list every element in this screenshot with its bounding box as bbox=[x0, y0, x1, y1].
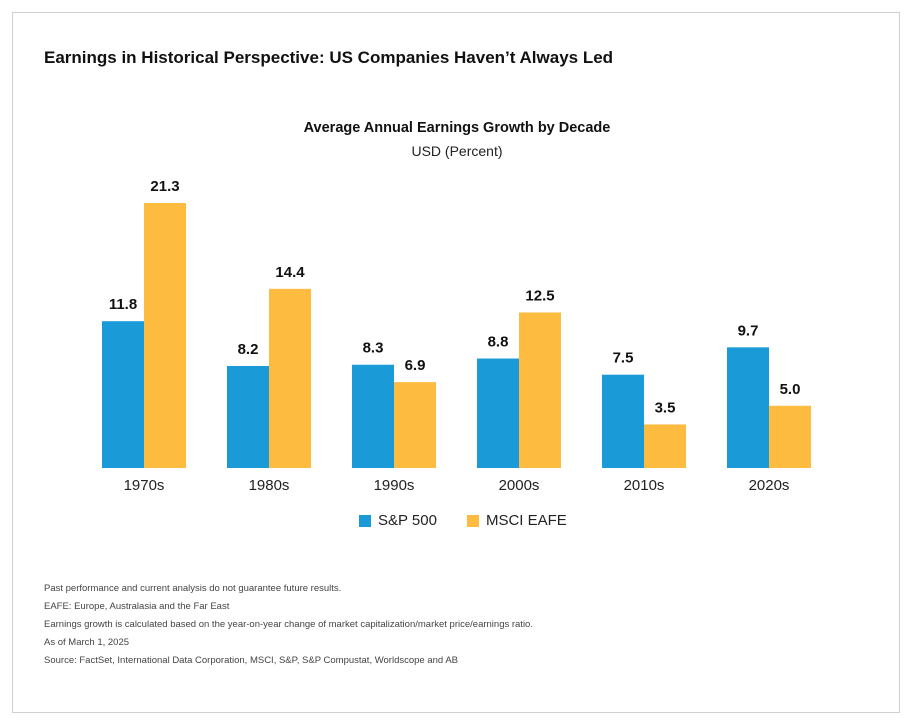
footnote: EAFE: Europe, Australasia and the Far Ea… bbox=[44, 601, 230, 612]
page-title: Earnings in Historical Perspective: US C… bbox=[44, 48, 614, 67]
data-label: 8.8 bbox=[488, 334, 509, 351]
legend-item-sp500: S&P 500 bbox=[359, 512, 437, 529]
data-label: 14.4 bbox=[275, 264, 305, 281]
legend-label-sp500: S&P 500 bbox=[378, 512, 437, 529]
chart-legend: S&P 500 MSCI EAFE bbox=[359, 512, 567, 529]
bar-sp500-2000s bbox=[477, 358, 519, 468]
footnote: Earnings growth is calculated based on t… bbox=[44, 619, 533, 630]
bar-eafe-1970s bbox=[144, 203, 186, 468]
footnote: Past performance and current analysis do… bbox=[44, 583, 342, 594]
legend-swatch-sp500 bbox=[359, 514, 371, 527]
legend-swatch-eafe bbox=[466, 514, 479, 527]
legend-item-eafe: MSCI EAFE bbox=[466, 512, 567, 529]
x-tick-label: 1980s bbox=[249, 477, 290, 494]
footnote: Source: FactSet, International Data Corp… bbox=[44, 655, 458, 666]
chart-frame: Earnings in Historical Perspective: US C… bbox=[12, 12, 900, 713]
data-label: 9.7 bbox=[738, 322, 759, 339]
x-tick-label: 1970s bbox=[124, 477, 165, 494]
chart-title: Average Annual Earnings Growth by Decade bbox=[303, 120, 611, 136]
bar-eafe-2020s bbox=[769, 405, 811, 468]
bar-sp500-1980s bbox=[227, 365, 269, 468]
data-label: 6.9 bbox=[405, 357, 426, 374]
data-label: 11.8 bbox=[109, 296, 137, 313]
bar-sp500-2010s bbox=[602, 374, 644, 468]
bar-eafe-2000s bbox=[519, 312, 561, 468]
bar-eafe-1990s bbox=[394, 382, 436, 468]
legend-label-eafe: MSCI EAFE bbox=[485, 512, 567, 529]
x-tick-label: 2010s bbox=[624, 477, 665, 494]
bar-sp500-1970s bbox=[102, 321, 144, 468]
data-label: 12.5 bbox=[525, 287, 554, 304]
data-label: 3.5 bbox=[655, 399, 676, 416]
data-label: 21.3 bbox=[150, 178, 179, 195]
data-label: 5.0 bbox=[780, 381, 801, 398]
footnote: As of March 1, 2025 bbox=[44, 637, 130, 648]
data-label: 8.2 bbox=[238, 341, 259, 358]
data-label: 8.3 bbox=[363, 340, 384, 357]
x-tick-label: 2000s bbox=[499, 477, 540, 494]
x-tick-label: 1990s bbox=[374, 477, 415, 494]
bar-sp500-2020s bbox=[727, 347, 769, 468]
bar-eafe-1980s bbox=[269, 288, 311, 468]
x-tick-label: 2020s bbox=[749, 477, 790, 494]
bar-sp500-1990s bbox=[352, 364, 394, 468]
data-label: 7.5 bbox=[613, 350, 634, 367]
footnotes: Past performance and current analysis do… bbox=[44, 580, 533, 670]
chart-subtitle: USD (Percent) bbox=[411, 143, 503, 159]
bar-eafe-2010s bbox=[644, 424, 686, 468]
